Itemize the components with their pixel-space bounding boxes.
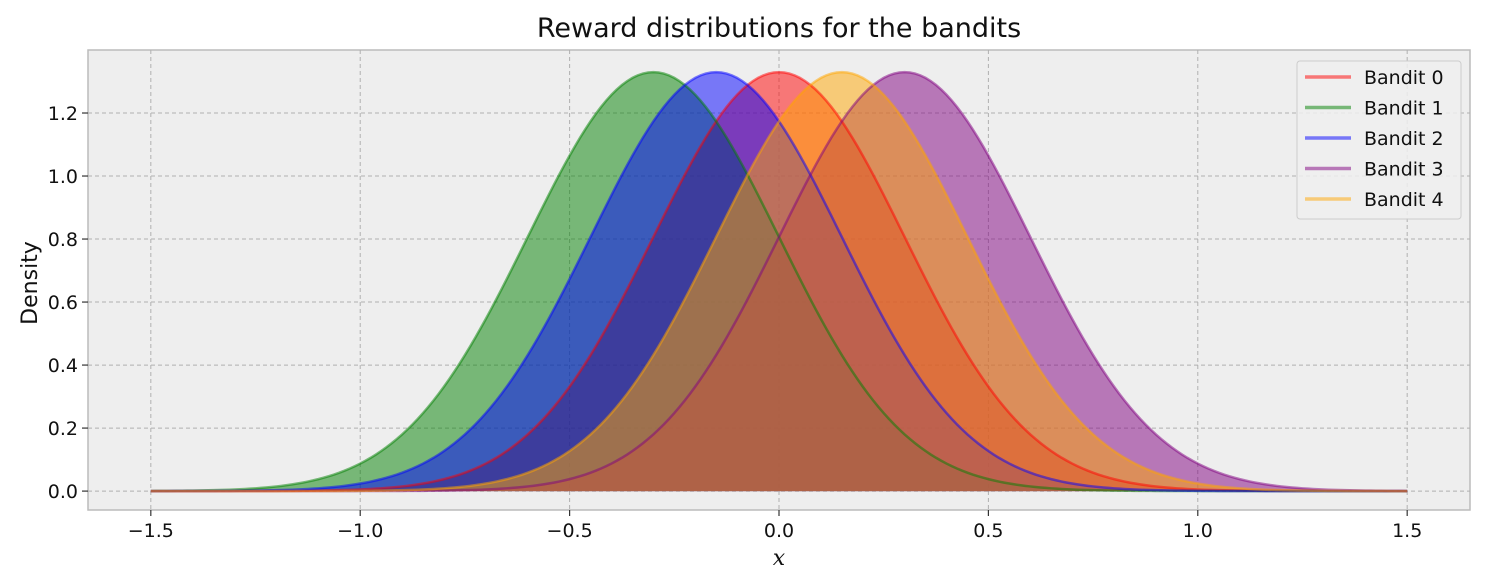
y-tick-label: 0.2 (48, 418, 78, 440)
legend-label: Bandit 3 (1364, 159, 1444, 181)
legend-label: Bandit 1 (1364, 98, 1444, 120)
x-tick-label: −1.0 (337, 520, 383, 542)
y-tick-label: 0.0 (48, 481, 78, 503)
y-tick-label: 1.2 (48, 103, 78, 125)
y-tick-label: 0.6 (48, 292, 78, 314)
x-tick-label: 0.0 (764, 520, 794, 542)
y-axis-label: Density (18, 241, 43, 325)
y-axis-ticks: 0.0 0.2 0.4 0.6 0.8 1.0 1.2 (48, 103, 88, 503)
x-tick-label: −1.5 (128, 520, 174, 542)
legend-label: Bandit 0 (1364, 67, 1444, 89)
line-bandit-4 (150, 70, 1408, 493)
x-tick-label: 1.5 (1392, 520, 1422, 542)
area-bandit-4 (150, 72, 1408, 492)
legend-label: Bandit 2 (1364, 128, 1444, 150)
y-tick-label: 0.8 (48, 229, 78, 251)
legend: Bandit 0 Bandit 1 Bandit 2 Bandit 3 Bandit 4 (1296, 60, 1462, 220)
y-tick-label: 1.0 (48, 166, 78, 188)
line-bandit-0 (150, 70, 1408, 493)
legend-box (1296, 60, 1462, 220)
x-tick-label: −0.5 (547, 520, 593, 542)
x-tick-label: 0.5 (973, 520, 1003, 542)
series-lines (150, 70, 1408, 493)
x-axis-ticks: −1.5 −1.0 −0.5 0.0 0.5 1.0 1.5 (128, 510, 1422, 542)
y-tick-label: 0.4 (48, 355, 78, 377)
chart-title: Reward distributions for the bandits (537, 13, 1021, 44)
x-tick-label: 1.0 (1183, 520, 1213, 542)
series-areas (150, 72, 1408, 492)
x-axis-label: x (773, 546, 786, 571)
legend-label: Bandit 4 (1364, 189, 1444, 211)
